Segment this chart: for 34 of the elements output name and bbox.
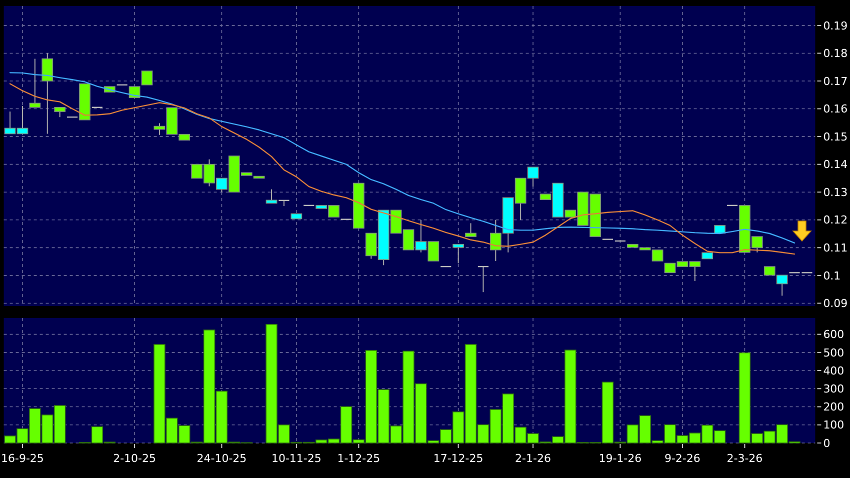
candlestick (465, 222, 476, 238)
y-tick-label: 0 (823, 436, 830, 450)
x-tick-label: 2-10-25 (113, 452, 156, 465)
candlestick (141, 70, 153, 86)
x-tick-label: 2-1-26 (515, 452, 551, 465)
y-tick-label: 0.09 (823, 297, 848, 310)
y-tick-label: 0.11 (823, 242, 848, 255)
y-tick-label: 500 (823, 346, 844, 360)
y-tick-label: 0.18 (823, 47, 848, 60)
y-tick-label: 0.12 (823, 214, 848, 227)
x-tick-label: 1-12-25 (337, 452, 380, 465)
x-tick-label: 10-11-25 (271, 452, 322, 465)
x-tick-label: 24-10-25 (196, 452, 247, 465)
y-tick-label: 0.19 (823, 19, 848, 32)
y-tick-label: 0.1 (823, 269, 841, 282)
y-tick-label: 300 (823, 382, 844, 396)
candlestick (54, 106, 66, 118)
y-tick-label: 200 (823, 400, 844, 414)
y-tick-label: 0.15 (823, 130, 848, 144)
x-tick-label: 16-9-25 (1, 452, 44, 465)
x-tick-label: 9-2-26 (664, 452, 700, 465)
candlestick (29, 58, 41, 108)
x-tick-label: 19-1-26 (598, 452, 642, 465)
x-tick-label: 2-3-26 (726, 452, 763, 465)
y-tick-label: 0.13 (823, 186, 848, 199)
x-tick-label: 17-12-25 (433, 452, 484, 465)
y-tick-label: 0.14 (823, 158, 848, 172)
y-tick-label: 100 (823, 418, 844, 432)
y-tick-label: 0.17 (823, 74, 848, 88)
candlestick (42, 52, 54, 134)
candlestick (452, 244, 464, 264)
y-tick-label: 400 (823, 364, 844, 378)
y-tick-label: 0.16 (823, 102, 848, 116)
y-tick-label: 600 (823, 328, 844, 342)
